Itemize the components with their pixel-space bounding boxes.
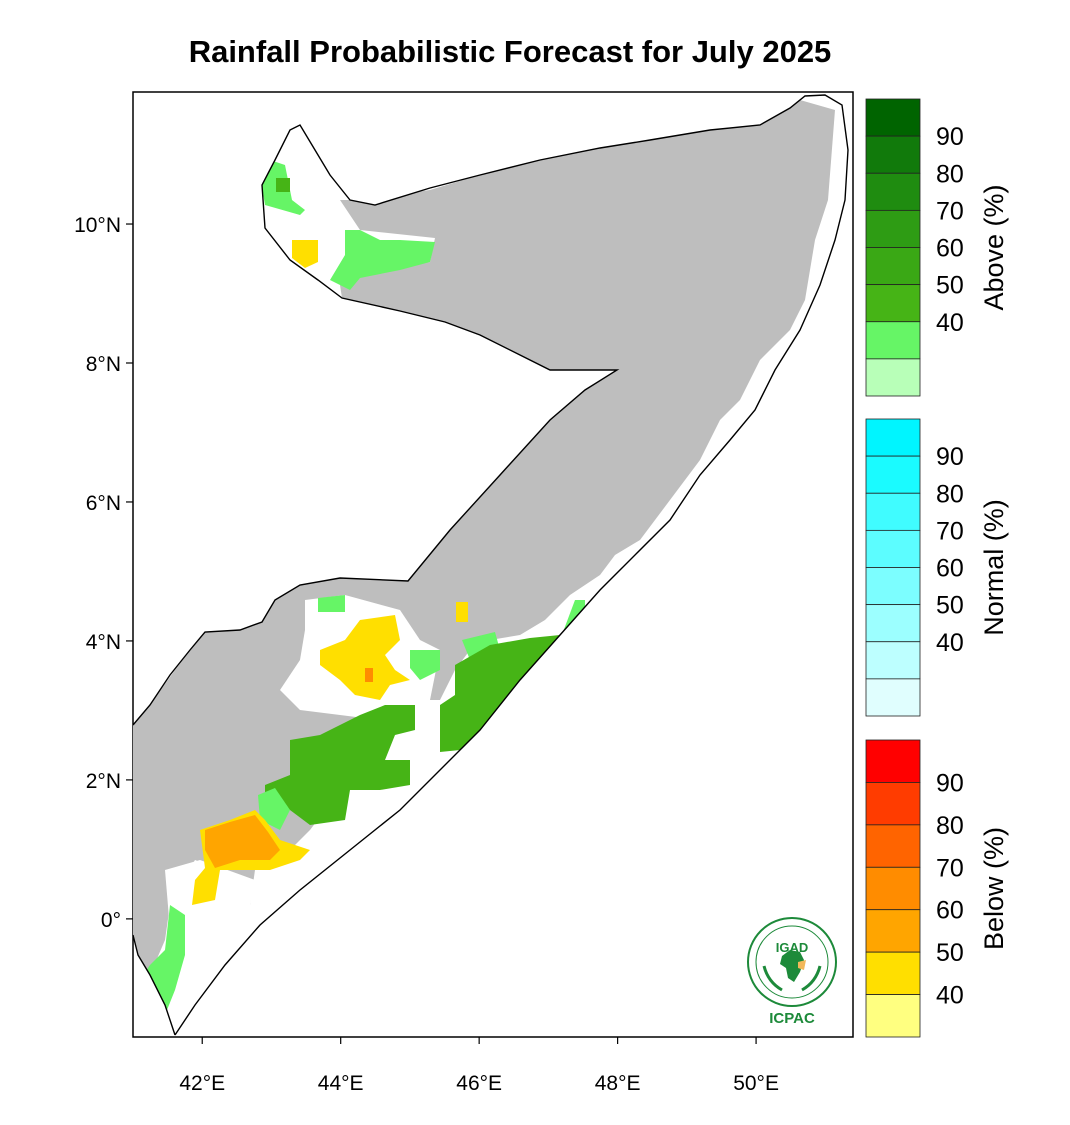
igad-icpac-logo: IGAD ICPAC <box>742 916 842 1031</box>
legend-tick-label: 50 <box>936 939 964 967</box>
above-50-60-southwest <box>265 705 415 825</box>
legend-tick-label: 50 <box>936 592 964 620</box>
legend-swatch <box>865 994 921 1038</box>
lat-tick-label: 0° <box>101 909 121 932</box>
legend-tick-label: 50 <box>936 272 964 300</box>
legend-normal: 90 80 70 60 50 40 Normal (%) <box>865 418 1009 717</box>
legend-tick-label: 90 <box>936 769 964 797</box>
legend-above: 90 80 70 60 50 40 Above (%) <box>865 98 1009 397</box>
legend-swatch <box>865 135 921 174</box>
legend-title: Above (%) <box>979 184 1009 310</box>
legend-tick-label: 80 <box>936 812 964 840</box>
legend-swatch <box>865 604 921 643</box>
legend-swatch <box>865 284 921 323</box>
legend-tick-label: 60 <box>936 555 964 583</box>
legend-swatch <box>865 678 921 717</box>
lat-tick-label: 4°N <box>86 631 121 654</box>
legend-tick-label: 70 <box>936 517 964 545</box>
lat-tick-label: 10°N <box>74 214 121 237</box>
legend-swatch <box>865 209 921 248</box>
lon-tick-label: 50°E <box>733 1072 779 1095</box>
legend-swatch <box>865 824 921 868</box>
legend-swatch <box>865 321 921 360</box>
above-40-50-southwest-edge <box>258 788 290 830</box>
legend-tick-label: 90 <box>936 443 964 471</box>
legend-swatch <box>865 492 921 531</box>
igad-emblem-icon <box>747 917 837 1007</box>
lon-tick-label: 44°E <box>318 1072 364 1095</box>
legend-title: Below (%) <box>979 827 1009 950</box>
logo-igad-label: IGAD <box>775 940 809 955</box>
legend-swatch <box>865 172 921 211</box>
lat-tick-label: 8°N <box>86 353 121 376</box>
legend-swatch <box>865 567 921 606</box>
legend-tick-label: 40 <box>936 629 964 657</box>
lat-tick-label: 6°N <box>86 492 121 515</box>
legend-swatch <box>865 739 921 783</box>
logo-caption: ICPAC <box>769 1010 815 1027</box>
latitude-axis: 10°N 8°N 6°N 4°N 2°N 0° <box>74 214 133 932</box>
below-40-50-central <box>320 615 410 700</box>
legend-swatch <box>865 247 921 286</box>
legend-swatch <box>865 529 921 568</box>
legend-tick-label: 60 <box>936 897 964 925</box>
legend-tick-label: 80 <box>936 160 964 188</box>
lat-tick-label: 2°N <box>86 770 121 793</box>
legend-swatch <box>865 455 921 494</box>
below-40-50-northwest <box>292 240 318 268</box>
above-50-60-northwest-patch <box>276 178 290 192</box>
above-40-50-central <box>318 595 585 680</box>
forecast-layers <box>133 100 835 1015</box>
legend-below: 90 80 70 60 50 40 Below (%) <box>865 739 1009 1038</box>
legend-tick-label: 80 <box>936 480 964 508</box>
legend-swatch <box>865 951 921 995</box>
legend-swatch <box>865 641 921 680</box>
lon-tick-label: 48°E <box>595 1072 641 1095</box>
legend-tick-label: 70 <box>936 854 964 882</box>
legend-swatch <box>865 866 921 911</box>
legend-group: 90 80 70 60 50 40 Above (%) 90 80 70 60 50 40 Normal … <box>865 98 1009 1038</box>
legend-tick-label: 90 <box>936 123 964 151</box>
legend-swatch <box>865 909 921 953</box>
longitude-axis: 42°E 44°E 46°E 48°E 50°E <box>179 1037 779 1095</box>
lon-tick-label: 46°E <box>456 1072 502 1095</box>
legend-swatch <box>865 782 921 826</box>
legend-swatch <box>865 358 921 397</box>
somalia-border <box>132 94 849 1036</box>
legend-tick-label: 60 <box>936 235 964 263</box>
map-title: Rainfall Probabilistic Forecast for July… <box>188 34 832 69</box>
legend-swatch <box>865 418 921 457</box>
legend-swatch <box>865 98 921 137</box>
legend-tick-label: 40 <box>936 309 964 337</box>
legend-tick-label: 40 <box>936 982 964 1010</box>
legend-tick-label: 70 <box>936 197 964 225</box>
legend-title: Normal (%) <box>979 499 1009 636</box>
below-50-60-central-dot <box>365 668 373 682</box>
below-40-50-central-small <box>456 602 468 622</box>
lon-tick-label: 42°E <box>179 1072 225 1095</box>
below-50-60-south <box>205 815 280 868</box>
above-40-50-north <box>330 230 435 290</box>
